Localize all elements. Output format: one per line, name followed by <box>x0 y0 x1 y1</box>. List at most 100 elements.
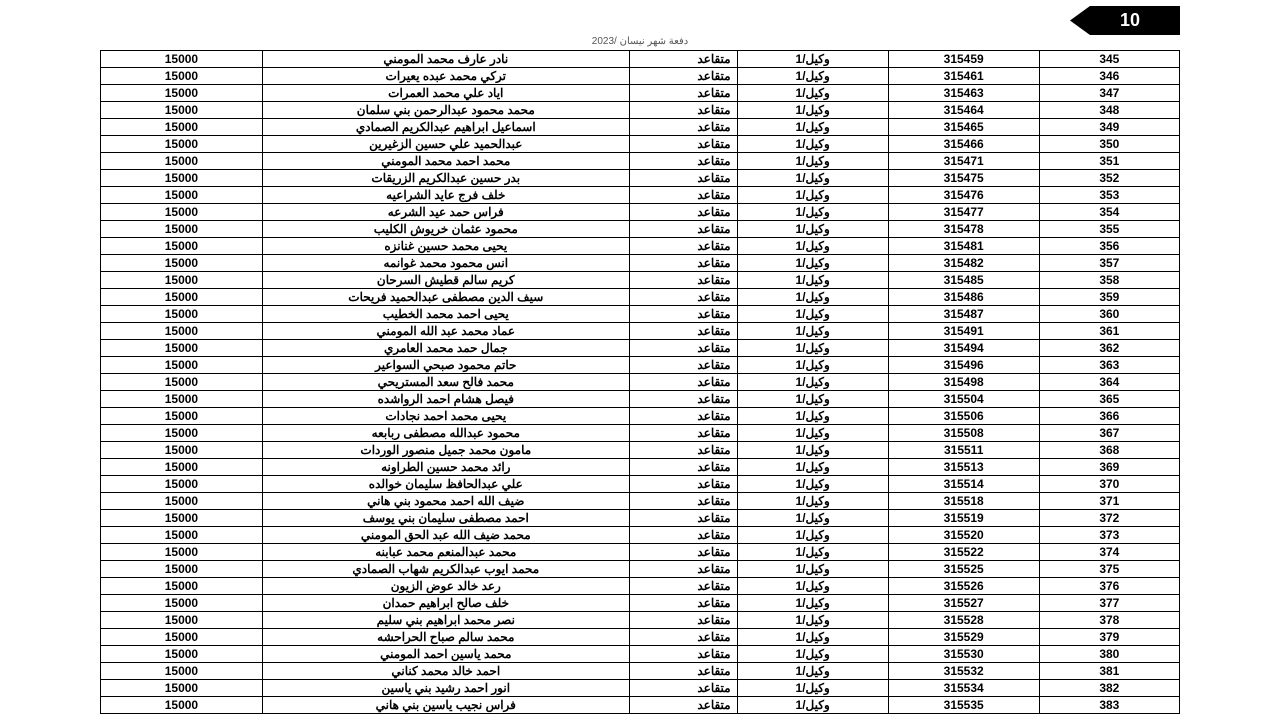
cell-status: متقاعد <box>629 425 737 442</box>
cell-idnum: 315486 <box>888 289 1039 306</box>
table-container: 15000نادر عارف محمد المومنيمتقاعدوكيل/13… <box>100 50 1180 714</box>
cell-status: متقاعد <box>629 476 737 493</box>
table-body: 15000نادر عارف محمد المومنيمتقاعدوكيل/13… <box>101 51 1180 714</box>
page-number-tab: 10 <box>1070 6 1180 35</box>
cell-idnum: 315476 <box>888 187 1039 204</box>
cell-name: اسماعيل ابراهيم عبدالكريم الصمادي <box>262 119 629 136</box>
table-row: 15000انور احمد رشيد بني ياسينمتقاعدوكيل/… <box>101 680 1180 697</box>
cell-idnum: 315463 <box>888 85 1039 102</box>
cell-rank: وكيل/1 <box>737 323 888 340</box>
cell-rownum: 359 <box>1039 289 1179 306</box>
cell-rank: وكيل/1 <box>737 102 888 119</box>
cell-amount: 15000 <box>101 612 263 629</box>
cell-amount: 15000 <box>101 646 263 663</box>
cell-idnum: 315482 <box>888 255 1039 272</box>
cell-idnum: 315477 <box>888 204 1039 221</box>
table-row: 15000محمود عثمان خريوش الكليبمتقاعدوكيل/… <box>101 221 1180 238</box>
table-row: 15000مامون محمد جميل منصور الورداتمتقاعد… <box>101 442 1180 459</box>
cell-status: متقاعد <box>629 323 737 340</box>
cell-rownum: 362 <box>1039 340 1179 357</box>
cell-amount: 15000 <box>101 289 263 306</box>
cell-idnum: 315532 <box>888 663 1039 680</box>
cell-idnum: 315518 <box>888 493 1039 510</box>
table-row: 15000محمد ضيف الله عبد الحق المومنيمتقاع… <box>101 527 1180 544</box>
table-row: 15000اياد علي محمد العمراتمتقاعدوكيل/131… <box>101 85 1180 102</box>
cell-status: متقاعد <box>629 595 737 612</box>
cell-idnum: 315511 <box>888 442 1039 459</box>
cell-idnum: 315464 <box>888 102 1039 119</box>
cell-idnum: 315498 <box>888 374 1039 391</box>
table-row: 15000محمد فالح سعد المستريحيمتقاعدوكيل/1… <box>101 374 1180 391</box>
cell-status: متقاعد <box>629 68 737 85</box>
cell-amount: 15000 <box>101 544 263 561</box>
cell-amount: 15000 <box>101 221 263 238</box>
cell-rownum: 379 <box>1039 629 1179 646</box>
cell-rownum: 358 <box>1039 272 1179 289</box>
cell-rownum: 360 <box>1039 306 1179 323</box>
cell-amount: 15000 <box>101 663 263 680</box>
cell-idnum: 315506 <box>888 408 1039 425</box>
cell-status: متقاعد <box>629 510 737 527</box>
cell-rownum: 354 <box>1039 204 1179 221</box>
cell-status: متقاعد <box>629 170 737 187</box>
cell-rownum: 371 <box>1039 493 1179 510</box>
cell-amount: 15000 <box>101 680 263 697</box>
table-row: 15000محمد ياسين احمد المومنيمتقاعدوكيل/1… <box>101 646 1180 663</box>
table-row: 15000كريم سالم قطيش السرحانمتقاعدوكيل/13… <box>101 272 1180 289</box>
cell-idnum: 315529 <box>888 629 1039 646</box>
cell-status: متقاعد <box>629 340 737 357</box>
cell-name: حاتم محمود صبحي السواعير <box>262 357 629 374</box>
cell-rank: وكيل/1 <box>737 476 888 493</box>
cell-name: عماد محمد عبد الله المومني <box>262 323 629 340</box>
cell-rownum: 376 <box>1039 578 1179 595</box>
cell-amount: 15000 <box>101 459 263 476</box>
cell-status: متقاعد <box>629 306 737 323</box>
cell-status: متقاعد <box>629 272 737 289</box>
cell-idnum: 315534 <box>888 680 1039 697</box>
cell-amount: 15000 <box>101 272 263 289</box>
cell-name: محمد فالح سعد المستريحي <box>262 374 629 391</box>
cell-idnum: 315478 <box>888 221 1039 238</box>
table-row: 15000خلف فرج عايد الشراعيهمتقاعدوكيل/131… <box>101 187 1180 204</box>
cell-rank: وكيل/1 <box>737 663 888 680</box>
cell-rank: وكيل/1 <box>737 153 888 170</box>
cell-rank: وكيل/1 <box>737 255 888 272</box>
table-row: 15000نادر عارف محمد المومنيمتقاعدوكيل/13… <box>101 51 1180 68</box>
cell-rank: وكيل/1 <box>737 136 888 153</box>
cell-name: محمد ياسين احمد المومني <box>262 646 629 663</box>
cell-rank: وكيل/1 <box>737 340 888 357</box>
cell-name: محمود عبدالله مصطفى ربابعه <box>262 425 629 442</box>
cell-rownum: 377 <box>1039 595 1179 612</box>
page-number: 10 <box>1120 10 1140 30</box>
cell-rownum: 373 <box>1039 527 1179 544</box>
cell-amount: 15000 <box>101 102 263 119</box>
cell-rownum: 381 <box>1039 663 1179 680</box>
table-row: 15000احمد مصطفى سليمان بني يوسفمتقاعدوكي… <box>101 510 1180 527</box>
cell-amount: 15000 <box>101 170 263 187</box>
cell-rank: وكيل/1 <box>737 306 888 323</box>
cell-amount: 15000 <box>101 204 263 221</box>
cell-rank: وكيل/1 <box>737 408 888 425</box>
cell-rownum: 366 <box>1039 408 1179 425</box>
cell-rank: وكيل/1 <box>737 204 888 221</box>
table-row: 15000محمد عبدالمنعم محمد عبابنهمتقاعدوكي… <box>101 544 1180 561</box>
cell-rank: وكيل/1 <box>737 493 888 510</box>
table-row: 15000فراس نجيب ياسين بني هانيمتقاعدوكيل/… <box>101 697 1180 714</box>
cell-rownum: 380 <box>1039 646 1179 663</box>
cell-idnum: 315496 <box>888 357 1039 374</box>
table-row: 15000فراس حمد عيد الشرعهمتقاعدوكيل/13154… <box>101 204 1180 221</box>
cell-rank: وكيل/1 <box>737 289 888 306</box>
table-row: 15000رعد خالد عوض الزيونمتقاعدوكيل/13155… <box>101 578 1180 595</box>
cell-amount: 15000 <box>101 493 263 510</box>
table-row: 15000سيف الدين مصطفى عبدالحميد فريحاتمتق… <box>101 289 1180 306</box>
cell-rank: وكيل/1 <box>737 85 888 102</box>
cell-amount: 15000 <box>101 510 263 527</box>
cell-status: متقاعد <box>629 697 737 714</box>
cell-name: مامون محمد جميل منصور الوردات <box>262 442 629 459</box>
cell-status: متقاعد <box>629 544 737 561</box>
cell-status: متقاعد <box>629 612 737 629</box>
table-row: 15000نصر محمد ابراهيم بني سليممتقاعدوكيل… <box>101 612 1180 629</box>
cell-rank: وكيل/1 <box>737 561 888 578</box>
cell-idnum: 315471 <box>888 153 1039 170</box>
cell-status: متقاعد <box>629 646 737 663</box>
